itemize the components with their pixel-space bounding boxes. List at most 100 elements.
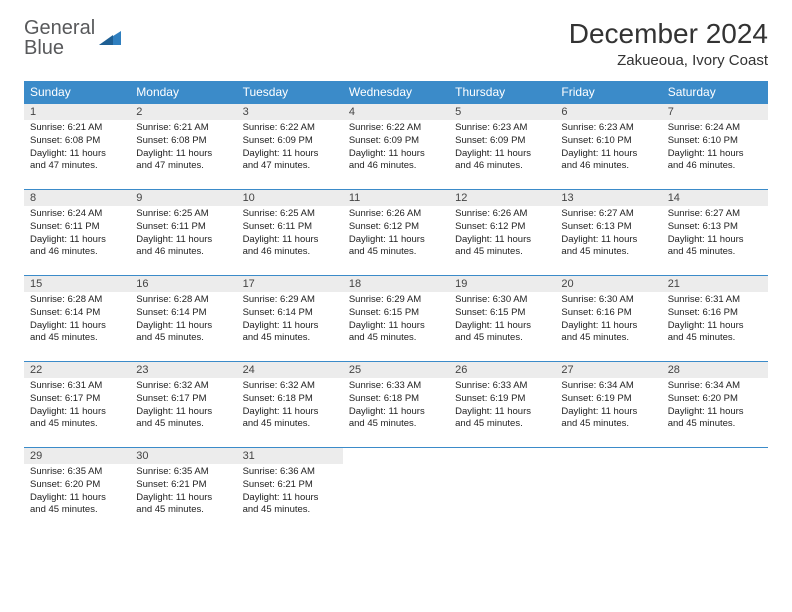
calendar-cell: 4Sunrise: 6:22 AMSunset: 6:09 PMDaylight…	[343, 104, 449, 190]
day-details: Sunrise: 6:33 AMSunset: 6:19 PMDaylight:…	[449, 378, 555, 435]
day-number: 21	[662, 276, 768, 292]
calendar-cell: 14Sunrise: 6:27 AMSunset: 6:13 PMDayligh…	[662, 190, 768, 276]
day-details: Sunrise: 6:33 AMSunset: 6:18 PMDaylight:…	[343, 378, 449, 435]
day-details: Sunrise: 6:30 AMSunset: 6:16 PMDaylight:…	[555, 292, 661, 349]
calendar-cell: 22Sunrise: 6:31 AMSunset: 6:17 PMDayligh…	[24, 362, 130, 448]
day-details: Sunrise: 6:25 AMSunset: 6:11 PMDaylight:…	[130, 206, 236, 263]
day-details: Sunrise: 6:35 AMSunset: 6:20 PMDaylight:…	[24, 464, 130, 521]
calendar-cell	[662, 448, 768, 534]
calendar-cell: 27Sunrise: 6:34 AMSunset: 6:19 PMDayligh…	[555, 362, 661, 448]
calendar-cell: 10Sunrise: 6:25 AMSunset: 6:11 PMDayligh…	[237, 190, 343, 276]
month-title: December 2024	[569, 18, 768, 50]
day-number: 28	[662, 362, 768, 378]
day-number: 26	[449, 362, 555, 378]
calendar-cell	[555, 448, 661, 534]
day-details: Sunrise: 6:34 AMSunset: 6:19 PMDaylight:…	[555, 378, 661, 435]
day-details: Sunrise: 6:24 AMSunset: 6:10 PMDaylight:…	[662, 120, 768, 177]
day-number: 1	[24, 104, 130, 120]
calendar-cell: 30Sunrise: 6:35 AMSunset: 6:21 PMDayligh…	[130, 448, 236, 534]
weekday-header: Saturday	[662, 81, 768, 104]
day-details: Sunrise: 6:22 AMSunset: 6:09 PMDaylight:…	[237, 120, 343, 177]
weekday-header: Monday	[130, 81, 236, 104]
day-details: Sunrise: 6:27 AMSunset: 6:13 PMDaylight:…	[555, 206, 661, 263]
day-number: 31	[237, 448, 343, 464]
calendar-cell: 8Sunrise: 6:24 AMSunset: 6:11 PMDaylight…	[24, 190, 130, 276]
calendar-row: 1Sunrise: 6:21 AMSunset: 6:08 PMDaylight…	[24, 104, 768, 190]
title-block: December 2024 Zakueoua, Ivory Coast	[569, 18, 768, 69]
calendar-row: 22Sunrise: 6:31 AMSunset: 6:17 PMDayligh…	[24, 362, 768, 448]
day-number: 18	[343, 276, 449, 292]
weekday-header: Sunday	[24, 81, 130, 104]
day-number: 2	[130, 104, 236, 120]
day-details: Sunrise: 6:26 AMSunset: 6:12 PMDaylight:…	[343, 206, 449, 263]
day-number: 17	[237, 276, 343, 292]
logo-line1: General	[24, 18, 95, 38]
weekday-header: Wednesday	[343, 81, 449, 104]
calendar-cell: 7Sunrise: 6:24 AMSunset: 6:10 PMDaylight…	[662, 104, 768, 190]
day-details: Sunrise: 6:23 AMSunset: 6:10 PMDaylight:…	[555, 120, 661, 177]
day-details: Sunrise: 6:32 AMSunset: 6:18 PMDaylight:…	[237, 378, 343, 435]
day-details: Sunrise: 6:31 AMSunset: 6:16 PMDaylight:…	[662, 292, 768, 349]
calendar-cell: 26Sunrise: 6:33 AMSunset: 6:19 PMDayligh…	[449, 362, 555, 448]
day-number: 8	[24, 190, 130, 206]
day-number: 25	[343, 362, 449, 378]
day-details: Sunrise: 6:29 AMSunset: 6:15 PMDaylight:…	[343, 292, 449, 349]
calendar-cell: 23Sunrise: 6:32 AMSunset: 6:17 PMDayligh…	[130, 362, 236, 448]
calendar-cell: 3Sunrise: 6:22 AMSunset: 6:09 PMDaylight…	[237, 104, 343, 190]
day-number: 11	[343, 190, 449, 206]
calendar-cell: 15Sunrise: 6:28 AMSunset: 6:14 PMDayligh…	[24, 276, 130, 362]
day-details: Sunrise: 6:21 AMSunset: 6:08 PMDaylight:…	[24, 120, 130, 177]
day-number: 23	[130, 362, 236, 378]
day-details: Sunrise: 6:28 AMSunset: 6:14 PMDaylight:…	[24, 292, 130, 349]
day-details: Sunrise: 6:34 AMSunset: 6:20 PMDaylight:…	[662, 378, 768, 435]
calendar-cell: 5Sunrise: 6:23 AMSunset: 6:09 PMDaylight…	[449, 104, 555, 190]
day-number: 12	[449, 190, 555, 206]
day-number: 6	[555, 104, 661, 120]
day-number: 16	[130, 276, 236, 292]
calendar-table: SundayMondayTuesdayWednesdayThursdayFrid…	[24, 81, 768, 534]
day-details: Sunrise: 6:36 AMSunset: 6:21 PMDaylight:…	[237, 464, 343, 521]
logo-triangle-icon	[99, 27, 121, 50]
calendar-cell: 21Sunrise: 6:31 AMSunset: 6:16 PMDayligh…	[662, 276, 768, 362]
day-number: 30	[130, 448, 236, 464]
calendar-cell: 28Sunrise: 6:34 AMSunset: 6:20 PMDayligh…	[662, 362, 768, 448]
weekday-header: Friday	[555, 81, 661, 104]
day-number: 27	[555, 362, 661, 378]
logo-line2: Blue	[24, 38, 95, 58]
location: Zakueoua, Ivory Coast	[569, 52, 768, 69]
day-details: Sunrise: 6:21 AMSunset: 6:08 PMDaylight:…	[130, 120, 236, 177]
weekday-header: Tuesday	[237, 81, 343, 104]
day-number: 29	[24, 448, 130, 464]
day-number: 4	[343, 104, 449, 120]
calendar-cell: 11Sunrise: 6:26 AMSunset: 6:12 PMDayligh…	[343, 190, 449, 276]
calendar-cell: 13Sunrise: 6:27 AMSunset: 6:13 PMDayligh…	[555, 190, 661, 276]
calendar-cell: 17Sunrise: 6:29 AMSunset: 6:14 PMDayligh…	[237, 276, 343, 362]
day-details: Sunrise: 6:28 AMSunset: 6:14 PMDaylight:…	[130, 292, 236, 349]
day-details: Sunrise: 6:27 AMSunset: 6:13 PMDaylight:…	[662, 206, 768, 263]
calendar-cell: 12Sunrise: 6:26 AMSunset: 6:12 PMDayligh…	[449, 190, 555, 276]
day-details: Sunrise: 6:35 AMSunset: 6:21 PMDaylight:…	[130, 464, 236, 521]
calendar-row: 15Sunrise: 6:28 AMSunset: 6:14 PMDayligh…	[24, 276, 768, 362]
day-number: 5	[449, 104, 555, 120]
calendar-row: 29Sunrise: 6:35 AMSunset: 6:20 PMDayligh…	[24, 448, 768, 534]
weekday-header: Thursday	[449, 81, 555, 104]
day-number: 24	[237, 362, 343, 378]
calendar-cell: 31Sunrise: 6:36 AMSunset: 6:21 PMDayligh…	[237, 448, 343, 534]
day-details: Sunrise: 6:26 AMSunset: 6:12 PMDaylight:…	[449, 206, 555, 263]
day-number: 9	[130, 190, 236, 206]
calendar-cell: 24Sunrise: 6:32 AMSunset: 6:18 PMDayligh…	[237, 362, 343, 448]
day-details: Sunrise: 6:25 AMSunset: 6:11 PMDaylight:…	[237, 206, 343, 263]
calendar-body: 1Sunrise: 6:21 AMSunset: 6:08 PMDaylight…	[24, 104, 768, 534]
calendar-cell	[343, 448, 449, 534]
day-details: Sunrise: 6:30 AMSunset: 6:15 PMDaylight:…	[449, 292, 555, 349]
header: General Blue December 2024 Zakueoua, Ivo…	[24, 18, 768, 69]
day-number: 7	[662, 104, 768, 120]
calendar-cell: 20Sunrise: 6:30 AMSunset: 6:16 PMDayligh…	[555, 276, 661, 362]
calendar-cell: 19Sunrise: 6:30 AMSunset: 6:15 PMDayligh…	[449, 276, 555, 362]
calendar-cell: 2Sunrise: 6:21 AMSunset: 6:08 PMDaylight…	[130, 104, 236, 190]
day-number: 13	[555, 190, 661, 206]
calendar-cell: 25Sunrise: 6:33 AMSunset: 6:18 PMDayligh…	[343, 362, 449, 448]
day-details: Sunrise: 6:23 AMSunset: 6:09 PMDaylight:…	[449, 120, 555, 177]
day-details: Sunrise: 6:22 AMSunset: 6:09 PMDaylight:…	[343, 120, 449, 177]
calendar-row: 8Sunrise: 6:24 AMSunset: 6:11 PMDaylight…	[24, 190, 768, 276]
